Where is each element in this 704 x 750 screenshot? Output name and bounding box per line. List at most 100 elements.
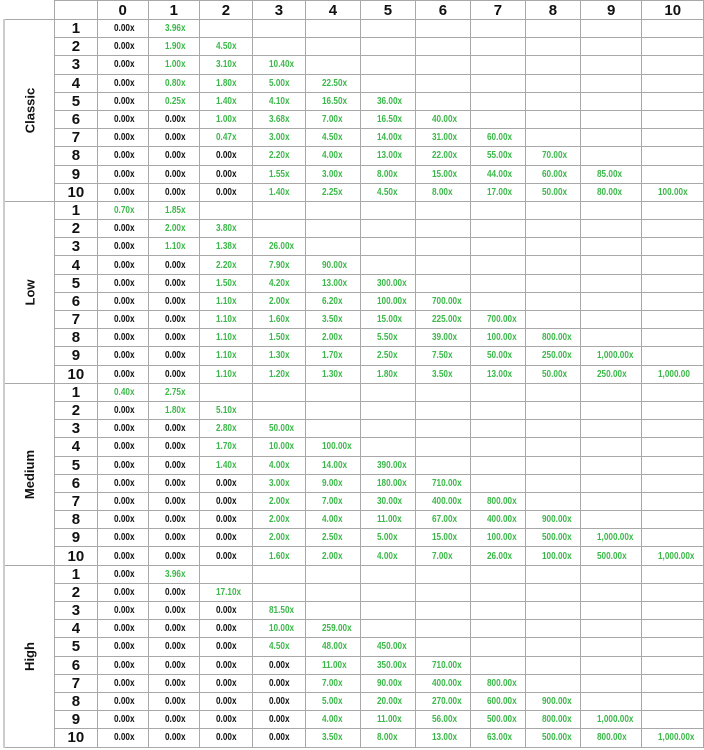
multiplier-value: 5.00x [321, 696, 343, 708]
multiplier-cell: 0.00x [198, 619, 253, 639]
multiplier-cell [414, 73, 471, 93]
multiplier-cell: 390.00x [359, 455, 416, 475]
multiplier-value: 800.00x [596, 732, 627, 744]
multiplier-cell: 0.00x [147, 655, 200, 675]
multiplier-value: 2.00x [268, 295, 290, 307]
multiplier-cell: 400.00x [414, 673, 471, 693]
multiplier-cell [304, 55, 361, 75]
multiplier-value: 1.80x [215, 77, 237, 89]
table-row: 7 0.00x 0.00x 0.00x 2.00x 7.00x 30.00x 400.00x 8… [4, 491, 704, 512]
multiplier-cell [641, 146, 704, 166]
multiplier-cell: 4.20x [251, 273, 306, 293]
row-number: 4 [54, 619, 98, 639]
multiplier-cell: 3.50x [304, 728, 361, 748]
multiplier-cell [641, 382, 704, 402]
multiplier-value: 3.10x [215, 59, 237, 71]
multiplier-cell: 100.00x [304, 437, 361, 457]
multiplier-cell: 36.00x [359, 91, 416, 111]
multiplier-cell [469, 18, 526, 39]
multiplier-cell [414, 619, 471, 639]
multiplier-cell [359, 400, 416, 421]
multiplier-cell [359, 200, 416, 221]
multiplier-value: 390.00x [376, 459, 407, 471]
multiplier-cell [251, 564, 306, 584]
multiplier-cell [579, 91, 643, 111]
multiplier-cell [414, 237, 471, 257]
multiplier-cell: 2.75x [147, 382, 200, 402]
multiplier-cell [641, 619, 704, 639]
multiplier-cell: 90.00x [359, 673, 416, 693]
row-number: 3 [54, 419, 98, 439]
multiplier-cell: 259.00x [304, 619, 361, 639]
multiplier-value: 100.00x [321, 441, 352, 453]
multiplier-cell: 3.68x [251, 109, 306, 130]
multiplier-cell: 0.70x [96, 200, 149, 221]
multiplier-value: 0.47x [215, 132, 237, 144]
multiplier-value: 8.00x [376, 732, 398, 744]
table-row: 3 0.00x 0.00x 2.80x 50.00x [4, 419, 704, 439]
multiplier-cell [524, 273, 581, 293]
multiplier-value: 0.00x [215, 659, 237, 671]
multiplier-cell [469, 437, 526, 457]
multiplier-cell: 0.00x [96, 128, 149, 148]
multiplier-cell [469, 200, 526, 221]
multiplier-value: 1.70x [215, 441, 237, 453]
multiplier-cell: 6.20x [304, 291, 361, 312]
multiplier-cell: 270.00x [414, 691, 471, 712]
multiplier-cell [524, 437, 581, 457]
multiplier-cell [251, 200, 306, 221]
multiplier-cell [579, 291, 643, 312]
multiplier-cell: 5.50x [359, 328, 416, 348]
multiplier-cell [524, 109, 581, 130]
multiplier-cell: 0.00x [96, 582, 149, 603]
multiplier-value: 15.00x [431, 168, 458, 180]
multiplier-cell [469, 55, 526, 75]
multiplier-value: 1.20x [268, 368, 290, 380]
multiplier-value: 259.00x [321, 623, 352, 635]
table-row: 2 0.00x 0.00x 17.10x [4, 582, 704, 603]
column-header: 8 [524, 0, 581, 20]
multiplier-value: 2.50x [321, 532, 343, 544]
multiplier-cell: 800.00x [524, 710, 581, 730]
multiplier-cell: 0.00x [96, 146, 149, 166]
multiplier-value: 1.40x [215, 459, 237, 471]
multiplier-value: 0.00x [164, 132, 186, 144]
multiplier-cell: 710.00x [414, 655, 471, 675]
multiplier-cell: 0.00x [96, 109, 149, 130]
multiplier-value: 0.00x [113, 41, 135, 53]
multiplier-cell: 700.00x [414, 291, 471, 312]
multiplier-cell [469, 273, 526, 293]
row-number: 10 [54, 364, 98, 384]
multiplier-cell [304, 564, 361, 584]
multiplier-cell: 4.00x [304, 510, 361, 530]
multiplier-cell: 0.00x [96, 91, 149, 111]
table-row: 5 0.00x 0.00x 1.40x 4.00x 14.00x 390.00x [4, 455, 704, 475]
multiplier-cell: 3.50x [304, 309, 361, 330]
multiplier-value: 100.00x [658, 186, 689, 198]
multiplier-cell [579, 491, 643, 512]
multiplier-value: 3.96x [164, 568, 186, 580]
multiplier-value: 0.00x [113, 150, 135, 162]
multiplier-cell [304, 400, 361, 421]
multiplier-value: 0.00x [113, 241, 135, 253]
multiplier-cell: 0.00x [147, 182, 200, 202]
multiplier-cell: 0.00x [96, 619, 149, 639]
multiplier-cell: 1,000.00x [579, 710, 643, 730]
multiplier-cell [359, 564, 416, 584]
multiplier-cell: 15.00x [414, 528, 471, 548]
multiplier-cell [524, 37, 581, 57]
multiplier-cell [641, 37, 704, 57]
multiplier-value: 1.30x [268, 350, 290, 362]
multiplier-cell: 0.00x [147, 164, 200, 184]
multiplier-cell [469, 237, 526, 257]
multiplier-cell [414, 582, 471, 603]
multiplier-cell: 0.00x [96, 510, 149, 530]
multiplier-value: 1,000.00x [658, 732, 695, 744]
multiplier-cell: 500.00x [469, 710, 526, 730]
multiplier-cell [641, 637, 704, 657]
multiplier-value: 67.00x [431, 514, 458, 526]
multiplier-cell: 11.00x [304, 655, 361, 675]
multiplier-cell: 0.00x [147, 419, 200, 439]
multiplier-cell: 0.00x [96, 473, 149, 493]
multiplier-cell: 60.00x [469, 128, 526, 148]
